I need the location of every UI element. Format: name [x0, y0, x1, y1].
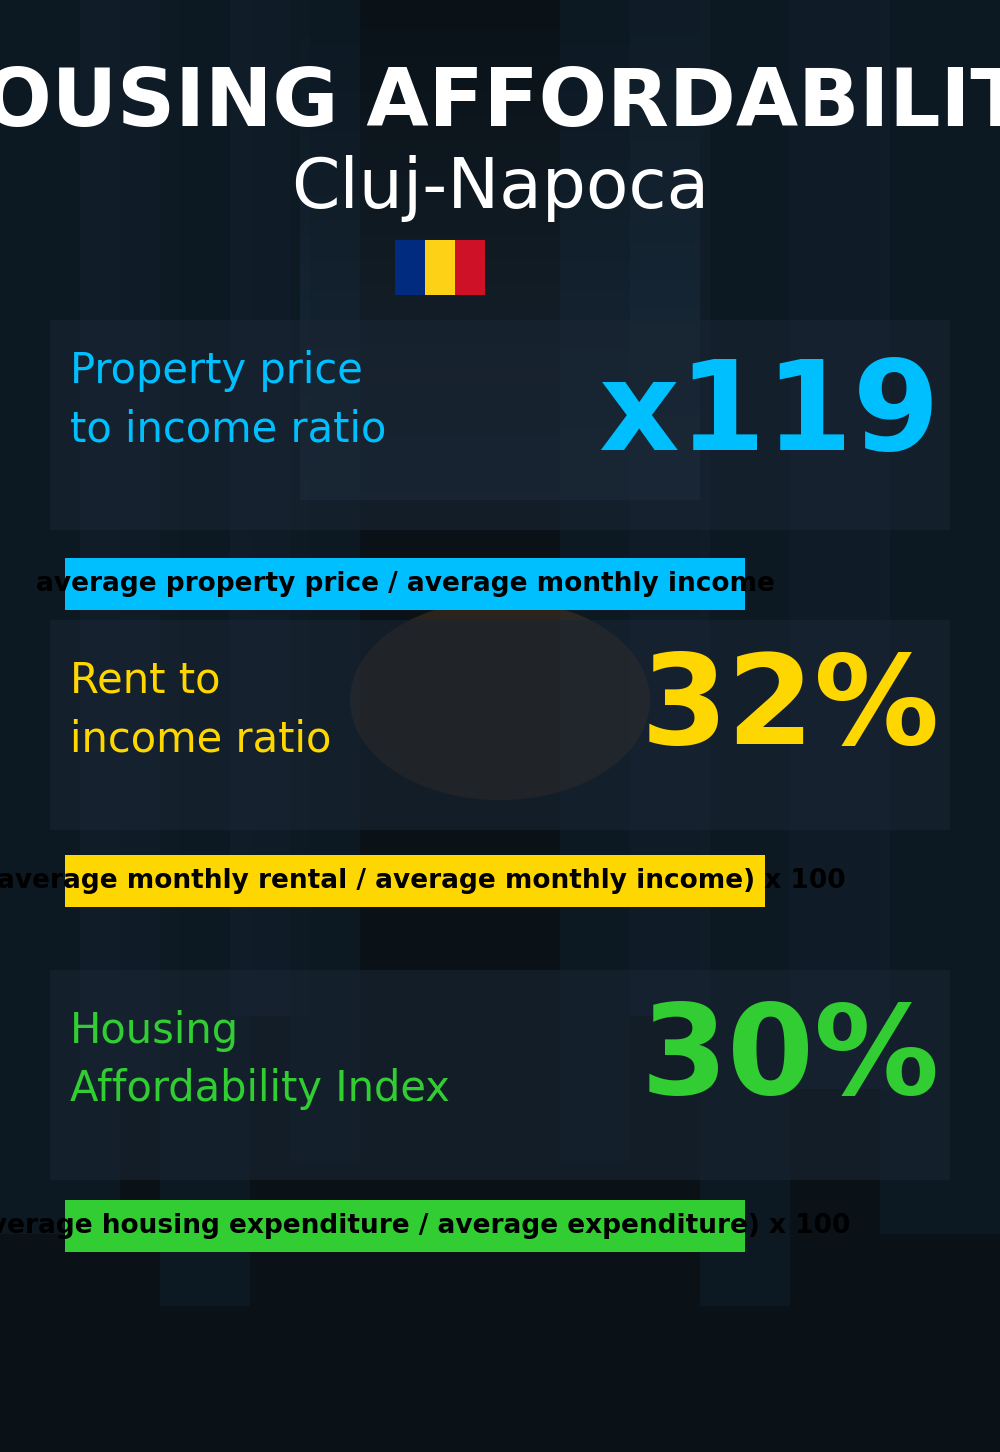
Text: Cluj-Napoca: Cluj-Napoca [291, 155, 709, 222]
Bar [230, 0, 310, 1016]
Text: x119: x119 [598, 354, 940, 475]
Bar [50, 319, 950, 530]
Bar [425, 240, 455, 295]
Text: HOUSING AFFORDABILITY: HOUSING AFFORDABILITY [0, 65, 1000, 142]
Text: (average monthly rental / average monthly income) x 100: (average monthly rental / average monthl… [0, 868, 845, 894]
Bar [880, 0, 1000, 1234]
Bar [50, 620, 950, 831]
Bar [50, 970, 950, 1180]
Text: 32%: 32% [641, 649, 940, 771]
Text: Property price
to income ratio: Property price to income ratio [70, 350, 386, 450]
Bar [290, 0, 360, 1162]
Bar [65, 855, 765, 908]
Bar [455, 240, 485, 295]
Bar [790, 0, 890, 1089]
Text: 30%: 30% [641, 999, 940, 1121]
Bar [0, 0, 120, 1234]
Text: Housing
Affordability Index: Housing Affordability Index [70, 1009, 450, 1111]
Bar [65, 1199, 745, 1252]
Bar [65, 558, 745, 610]
Ellipse shape [350, 600, 650, 800]
Text: Rent to
income ratio: Rent to income ratio [70, 659, 331, 761]
Text: average property price / average monthly income: average property price / average monthly… [36, 571, 774, 597]
Text: (average housing expenditure / average expenditure) x 100: (average housing expenditure / average e… [0, 1212, 850, 1239]
Bar [160, 0, 250, 1305]
Bar [395, 240, 425, 295]
Bar [80, 0, 180, 1089]
Bar [700, 0, 790, 1305]
Bar [630, 0, 710, 1016]
Bar [560, 0, 630, 1162]
